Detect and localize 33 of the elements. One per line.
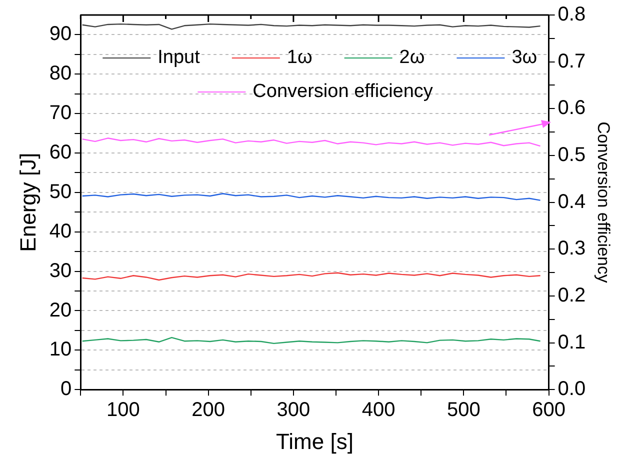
y2-tick-label: 0.5 bbox=[558, 144, 586, 166]
y2-axis-title: Conversion efficiency bbox=[594, 122, 614, 284]
x-tick-label: 100 bbox=[106, 399, 140, 422]
y2-tick-label: 0.8 bbox=[558, 4, 586, 26]
x-tick-label: 500 bbox=[446, 399, 480, 422]
x-tick-label: 600 bbox=[532, 399, 566, 422]
y-tick-label: 10 bbox=[49, 338, 72, 361]
legend-label: Input bbox=[158, 47, 201, 68]
y2-tick-label: 0.2 bbox=[558, 284, 586, 306]
legend-label: 3ω bbox=[512, 47, 538, 68]
y-tick-label: 80 bbox=[49, 62, 72, 85]
y-tick-label: 50 bbox=[49, 180, 72, 203]
y2-tick-label: 0.6 bbox=[558, 97, 586, 120]
y2-tick-label: 0.1 bbox=[558, 331, 586, 354]
y2-tick-label: 0.0 bbox=[558, 378, 586, 400]
y2-tick-label: 0.3 bbox=[558, 238, 586, 260]
x-tick-label: 300 bbox=[276, 399, 310, 422]
y-tick-label: 20 bbox=[49, 299, 72, 322]
legend-label: Conversion efficiency bbox=[252, 81, 434, 102]
y-tick-label: 90 bbox=[49, 23, 72, 46]
x-tick-label: 400 bbox=[362, 399, 396, 422]
y2-tick-label: 0.7 bbox=[558, 50, 586, 72]
y-tick-label: 30 bbox=[49, 260, 72, 282]
y-axis-title: Energy [J] bbox=[15, 152, 40, 252]
y-tick-label: 0 bbox=[60, 378, 72, 400]
legend-label: 1ω bbox=[286, 47, 312, 68]
y-tick-label: 70 bbox=[49, 102, 72, 124]
y2-tick-label: 0.4 bbox=[558, 190, 586, 213]
y-tick-label: 40 bbox=[49, 220, 72, 242]
x-axis-title: Time [s] bbox=[276, 428, 354, 454]
x-tick-label: 200 bbox=[192, 399, 226, 422]
legend-label: 2ω bbox=[399, 47, 425, 68]
y-tick-label: 60 bbox=[49, 142, 72, 164]
